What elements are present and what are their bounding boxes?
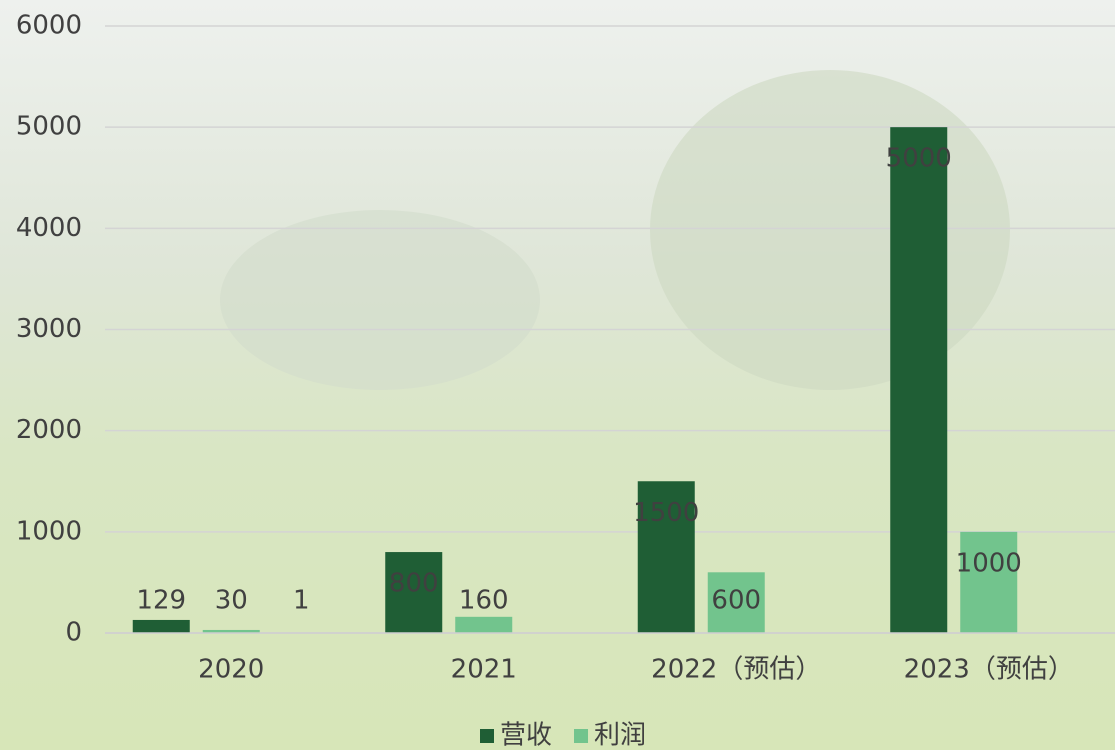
y-tick-label: 3000 [16, 314, 82, 344]
data-label: 1000 [956, 548, 1022, 578]
legend-swatch [574, 729, 588, 743]
legend-label: 利润 [594, 721, 646, 751]
data-label: 600 [711, 586, 761, 616]
data-label: 30 [215, 586, 248, 616]
y-tick-label: 4000 [16, 213, 82, 243]
bar [133, 620, 190, 633]
chart: 0 1000 2000 3000 4000 5000 6000 2020 129 30 1 2021 8… [0, 0, 1115, 750]
y-tick-label: 0 [65, 618, 82, 648]
y-tick-label: 2000 [16, 415, 82, 445]
background-tree [650, 70, 1010, 390]
bar [455, 617, 512, 633]
y-tick-label: 6000 [16, 11, 82, 41]
legend-swatch [480, 729, 494, 743]
x-tick-label: 2022（预估） [651, 655, 821, 685]
x-tick-label: 2023（预估） [904, 655, 1074, 685]
x-tick-label: 2020 [198, 655, 264, 685]
bar [890, 127, 947, 633]
background-tree [220, 210, 540, 390]
legend-label: 营收 [500, 721, 552, 751]
y-tick-label: 5000 [16, 112, 82, 142]
y-tick-label: 1000 [16, 516, 82, 546]
data-label: 129 [136, 586, 186, 616]
data-label: 800 [389, 569, 439, 599]
data-label: 5000 [886, 144, 952, 174]
data-label: 160 [459, 586, 509, 616]
bar [960, 532, 1017, 633]
x-tick-label: 2021 [451, 655, 517, 685]
data-label: 1500 [633, 498, 699, 528]
data-label: 1 [293, 586, 310, 616]
